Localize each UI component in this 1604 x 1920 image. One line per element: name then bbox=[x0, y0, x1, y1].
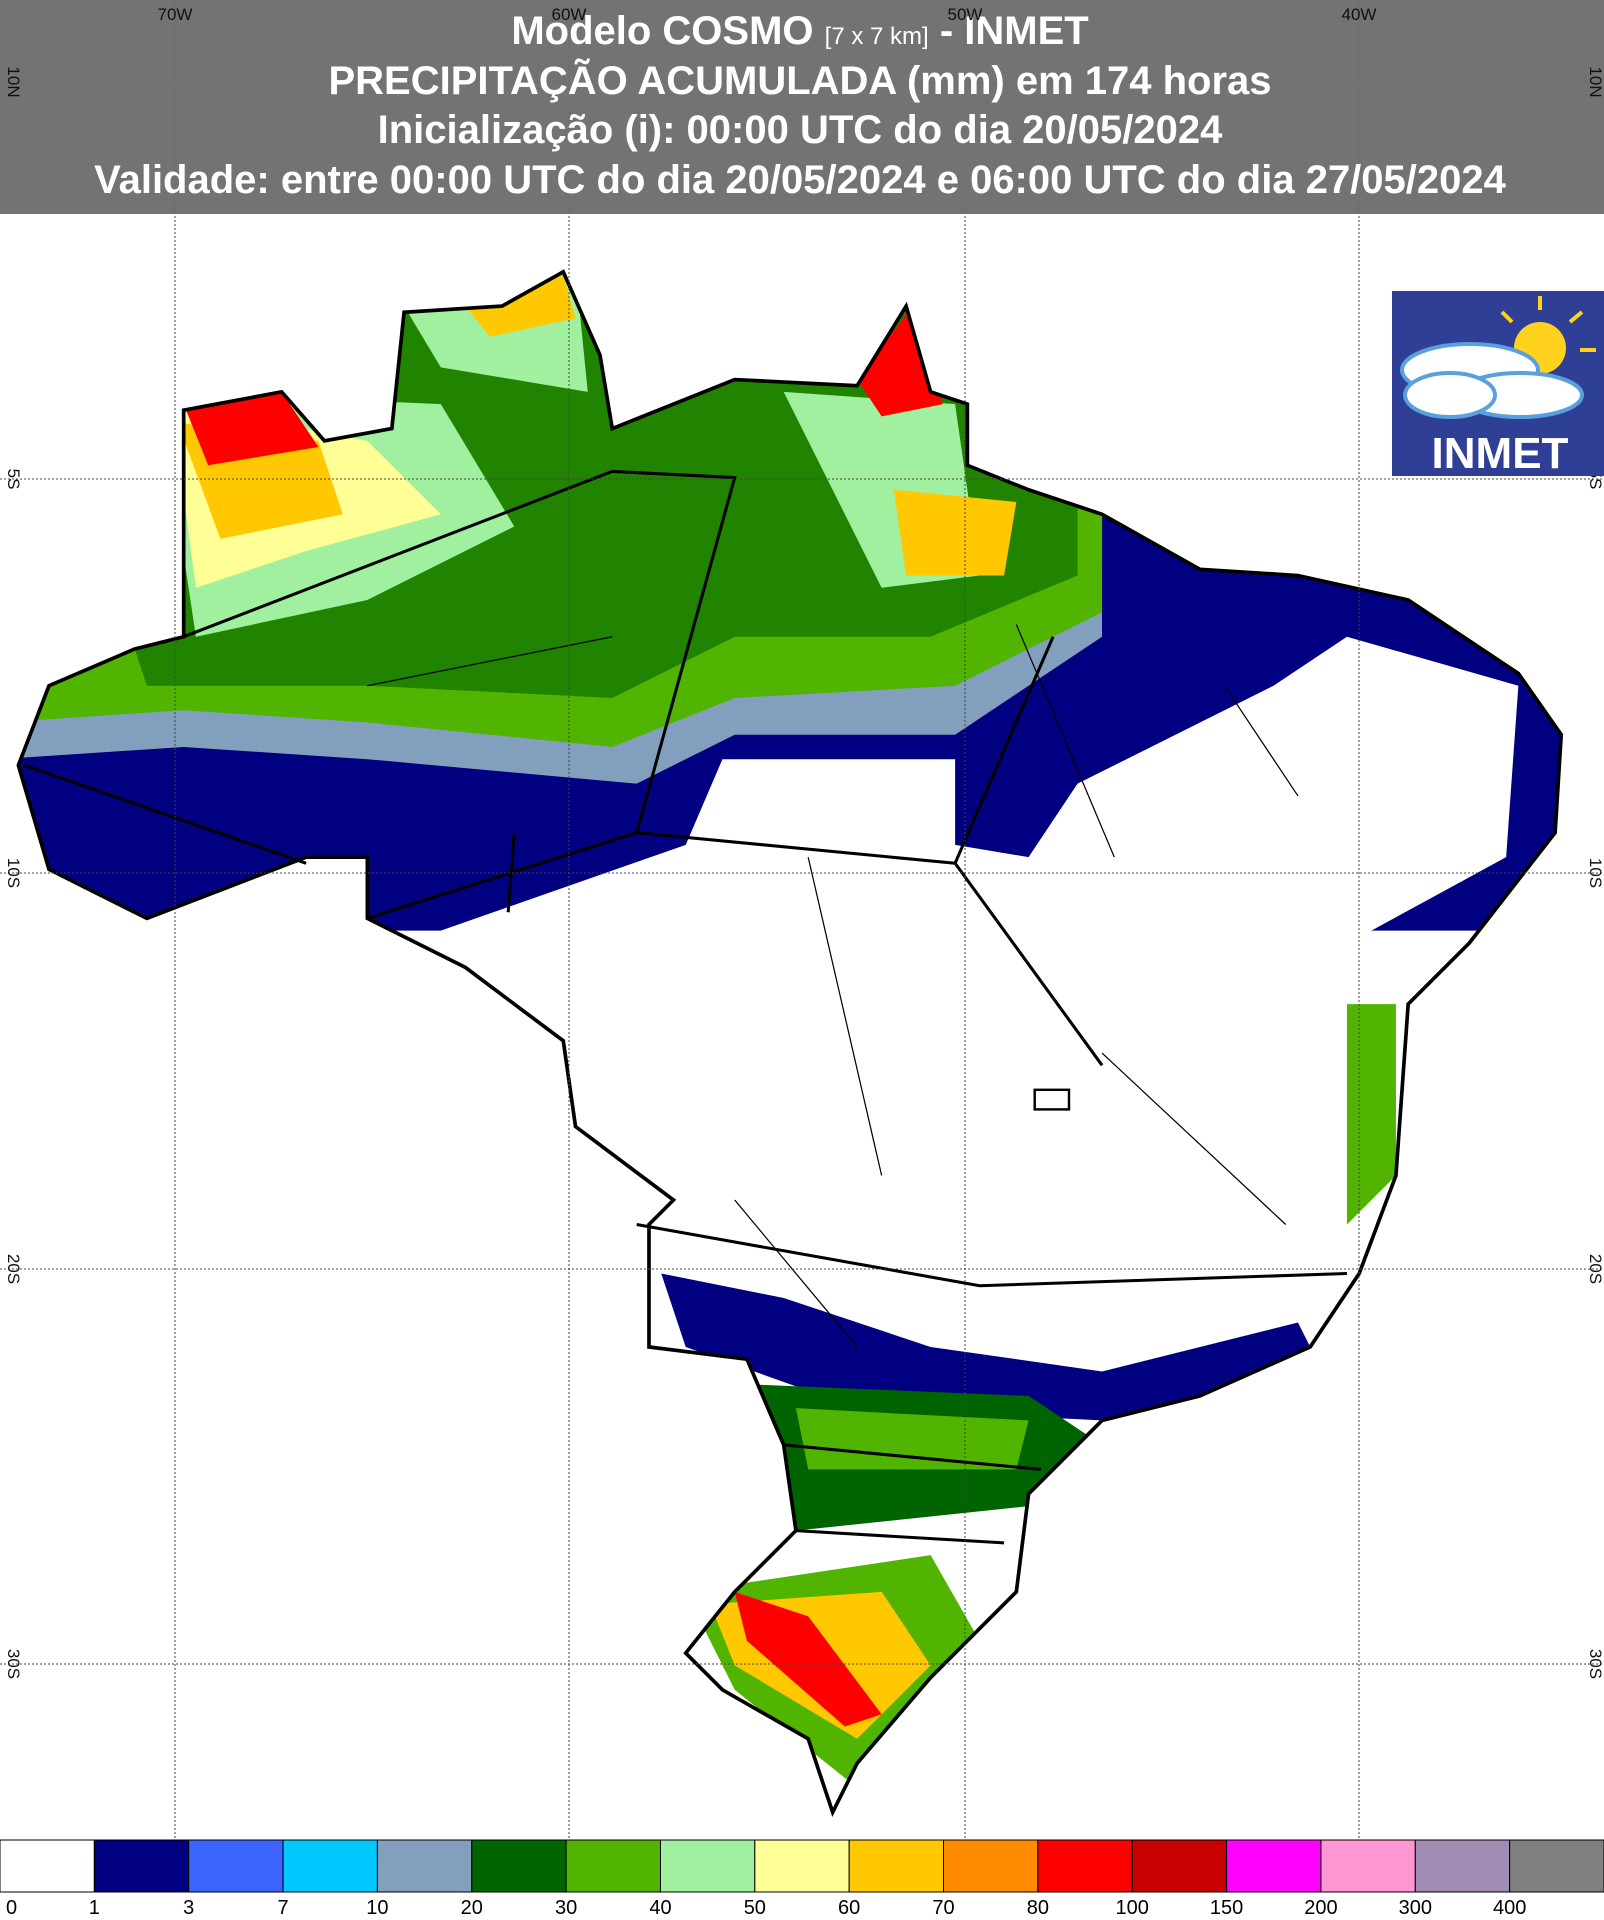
legend-label: 10 bbox=[366, 1897, 388, 1919]
legend-label: 0 bbox=[6, 1897, 17, 1919]
legend-label: 200 bbox=[1304, 1897, 1337, 1919]
legend-label: 100 bbox=[1116, 1897, 1149, 1919]
legend-label: 400 bbox=[1493, 1897, 1526, 1919]
legend-swatch bbox=[565, 1839, 661, 1893]
lat-label: 20S bbox=[1586, 1254, 1604, 1284]
legend-label: 50 bbox=[744, 1897, 766, 1919]
title-line3: Inicialização (i): 00:00 UTC do dia 20/0… bbox=[378, 108, 1224, 152]
title-line2: PRECIPITAÇÃO ACUMULADA (mm) em 174 horas bbox=[328, 57, 1271, 103]
legend-label: 70 bbox=[932, 1897, 954, 1919]
legend-swatch bbox=[1226, 1839, 1322, 1893]
title-suffix: - INMET bbox=[940, 9, 1089, 53]
legend-label: 80 bbox=[1027, 1897, 1049, 1919]
legend-swatch bbox=[1320, 1839, 1416, 1893]
inmet-logo: INMET bbox=[1392, 291, 1604, 478]
legend-swatch bbox=[376, 1839, 473, 1893]
lon-label: 40W bbox=[1342, 5, 1377, 24]
lat-label: 20S bbox=[4, 1254, 23, 1284]
legend-label: 150 bbox=[1210, 1897, 1243, 1919]
precip-field bbox=[16, 270, 1564, 1815]
lon-label: 50W bbox=[948, 5, 983, 24]
lon-label: 70W bbox=[158, 5, 193, 24]
lat-label: 10N bbox=[1586, 66, 1604, 97]
legend-swatch bbox=[0, 1839, 95, 1893]
legend-label: 60 bbox=[838, 1897, 860, 1919]
lat-label: 30S bbox=[1586, 1649, 1604, 1679]
legend-swatch bbox=[188, 1839, 284, 1893]
legend: 0 1 3 7 10 20 30 40 50 60 70 80 100 150 200 300 400 bbox=[0, 1839, 1604, 1919]
legend-label: 30 bbox=[555, 1897, 577, 1919]
legend-label: 3 bbox=[183, 1897, 194, 1919]
legend-swatch bbox=[943, 1839, 1039, 1893]
legend-label: 1 bbox=[89, 1897, 100, 1919]
legend-label: 7 bbox=[277, 1897, 288, 1919]
legend-swatch bbox=[93, 1839, 190, 1893]
title-line1: Modelo COSMO [7 x 7 km] - INMET bbox=[511, 9, 1088, 53]
legend-swatch bbox=[1414, 1839, 1511, 1893]
lat-label: 10N bbox=[4, 66, 23, 97]
legend-swatch bbox=[754, 1839, 850, 1893]
legend-swatch bbox=[282, 1839, 378, 1893]
legend-label: 300 bbox=[1399, 1897, 1432, 1919]
lon-label: 60W bbox=[552, 5, 587, 24]
legend-swatch bbox=[848, 1839, 945, 1893]
header: Modelo COSMO [7 x 7 km] - INMET PRECIPIT… bbox=[94, 9, 1507, 202]
legend-swatch bbox=[1131, 1839, 1228, 1893]
legend-swatch bbox=[1509, 1839, 1604, 1893]
legend-label: 20 bbox=[461, 1897, 483, 1919]
legend-swatch bbox=[659, 1839, 756, 1893]
title-grid: [7 x 7 km] bbox=[825, 23, 929, 50]
legend-swatch bbox=[471, 1839, 567, 1893]
legend-label: 40 bbox=[649, 1897, 671, 1919]
title-line4: Validade: entre 00:00 UTC do dia 20/05/2… bbox=[94, 158, 1507, 202]
lat-label: 30S bbox=[4, 1649, 23, 1679]
lat-label: 10S bbox=[1586, 858, 1604, 888]
header-bar bbox=[0, 0, 1604, 214]
title-main: Modelo COSMO bbox=[511, 9, 813, 53]
logo-text: INMET bbox=[1432, 429, 1569, 478]
legend-swatch bbox=[1037, 1839, 1133, 1893]
lat-label: 5S bbox=[4, 469, 23, 490]
lat-label: 10S bbox=[4, 858, 23, 888]
